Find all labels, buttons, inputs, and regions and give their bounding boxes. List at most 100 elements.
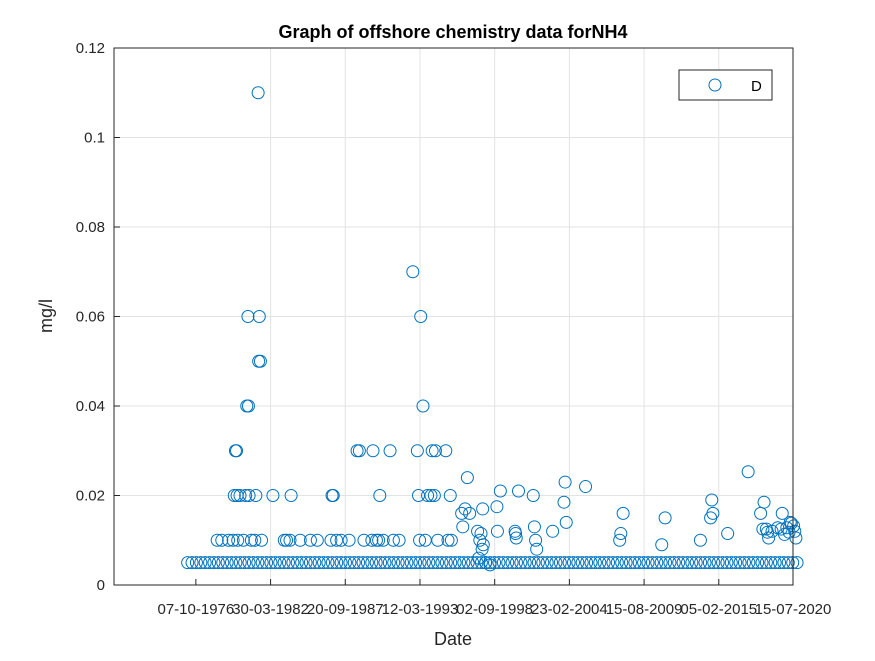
data-point bbox=[597, 556, 611, 570]
data-point bbox=[476, 538, 490, 552]
data-point bbox=[310, 533, 324, 547]
data-point bbox=[746, 556, 760, 570]
data-point bbox=[654, 556, 668, 570]
data-point bbox=[483, 558, 497, 572]
data-point bbox=[410, 444, 424, 458]
data-point bbox=[369, 556, 383, 570]
data-point bbox=[610, 556, 624, 570]
data-point bbox=[558, 556, 572, 570]
data-point bbox=[518, 556, 532, 570]
data-point bbox=[645, 556, 659, 570]
data-point bbox=[284, 489, 298, 502]
x-tick-label: 02-09-1998 bbox=[456, 601, 533, 618]
data-point bbox=[255, 556, 269, 570]
data-point bbox=[207, 556, 221, 570]
data-point bbox=[754, 506, 768, 520]
data-point bbox=[321, 556, 335, 570]
data-point bbox=[558, 475, 572, 489]
legend[interactable]: D bbox=[678, 69, 773, 101]
data-point bbox=[365, 556, 379, 570]
data-point bbox=[342, 533, 356, 547]
data-point bbox=[400, 556, 414, 570]
data-point bbox=[198, 556, 212, 570]
data-point bbox=[781, 556, 795, 570]
data-point bbox=[755, 556, 769, 570]
data-point bbox=[536, 556, 550, 570]
x-axis-label: Date bbox=[434, 629, 472, 649]
data-point bbox=[580, 556, 594, 570]
data-point bbox=[242, 556, 256, 570]
data-point bbox=[378, 556, 392, 570]
x-tick-label: 23-02-2004 bbox=[531, 601, 608, 618]
data-point bbox=[239, 489, 253, 502]
data-point bbox=[286, 556, 300, 570]
grid bbox=[114, 48, 793, 585]
data-point bbox=[623, 556, 637, 570]
data-point bbox=[529, 533, 543, 547]
data-point bbox=[471, 524, 485, 538]
data-point bbox=[317, 556, 331, 570]
data-point bbox=[360, 556, 374, 570]
data-point bbox=[293, 533, 307, 547]
data-point bbox=[283, 533, 297, 547]
data-point bbox=[784, 516, 798, 530]
data-point bbox=[347, 556, 361, 570]
data-point bbox=[509, 527, 523, 541]
data-point bbox=[575, 556, 589, 570]
data-point bbox=[417, 556, 431, 570]
data-point bbox=[606, 556, 620, 570]
data-point bbox=[251, 86, 265, 100]
y-tick-label: 0.08 bbox=[76, 219, 105, 236]
data-point bbox=[227, 489, 241, 502]
data-point bbox=[790, 556, 804, 570]
data-point bbox=[724, 556, 738, 570]
data-point bbox=[252, 310, 266, 323]
data-point bbox=[299, 556, 313, 570]
data-point bbox=[220, 556, 234, 570]
legend-label: D bbox=[751, 78, 762, 95]
data-point bbox=[707, 556, 721, 570]
data-point bbox=[614, 527, 628, 541]
data-point bbox=[641, 556, 655, 570]
data-point bbox=[741, 465, 755, 479]
data-point bbox=[343, 556, 357, 570]
data-point bbox=[514, 556, 528, 570]
data-point bbox=[295, 556, 309, 570]
data-point bbox=[693, 533, 707, 547]
data-point bbox=[356, 556, 370, 570]
y-tick-label: 0.04 bbox=[76, 398, 105, 415]
data-point bbox=[422, 556, 436, 570]
data-point bbox=[264, 556, 278, 570]
data-point bbox=[676, 556, 690, 570]
data-point bbox=[414, 310, 428, 323]
data-point bbox=[273, 556, 287, 570]
data-point bbox=[230, 444, 244, 458]
data-point bbox=[280, 533, 294, 547]
data-markers bbox=[181, 86, 804, 572]
legend-marker bbox=[708, 78, 722, 92]
data-point bbox=[658, 511, 672, 525]
data-point bbox=[391, 556, 405, 570]
data-point bbox=[492, 556, 506, 570]
data-point bbox=[602, 556, 616, 570]
data-point bbox=[698, 556, 712, 570]
x-tick-label: 07-10-1976 bbox=[158, 601, 235, 618]
data-point bbox=[428, 444, 442, 458]
data-point bbox=[455, 506, 469, 520]
x-tick-label: 20-09-1987 bbox=[307, 601, 384, 618]
data-point bbox=[637, 556, 651, 570]
data-point bbox=[233, 489, 247, 502]
data-point bbox=[260, 556, 274, 570]
data-point bbox=[704, 511, 718, 525]
y-tick-label: 0.02 bbox=[76, 488, 105, 505]
data-point bbox=[386, 533, 400, 547]
data-point bbox=[352, 444, 366, 458]
y-tick-label: 0.06 bbox=[76, 309, 105, 326]
data-point bbox=[472, 551, 486, 565]
data-point bbox=[382, 556, 396, 570]
data-point bbox=[650, 556, 664, 570]
data-point bbox=[406, 265, 420, 279]
data-point bbox=[775, 506, 789, 520]
data-point bbox=[777, 556, 791, 570]
